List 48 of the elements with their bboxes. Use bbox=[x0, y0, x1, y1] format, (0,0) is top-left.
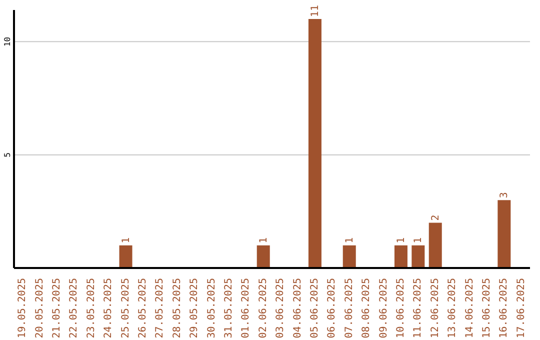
x-tick-label: 22.05.2025 bbox=[68, 278, 80, 338]
x-tick-label: 12.06.2025 bbox=[430, 278, 441, 338]
x-tick-label: 27.05.2025 bbox=[154, 278, 166, 338]
bar bbox=[412, 245, 425, 268]
x-tick-label: 03.06.2025 bbox=[275, 278, 286, 338]
x-tick-label: 01.06.2025 bbox=[240, 278, 252, 338]
x-tick-label: 28.05.2025 bbox=[172, 278, 183, 338]
x-tick-label: 02.06.2025 bbox=[258, 278, 269, 338]
x-tick-label: 14.06.2025 bbox=[464, 278, 476, 338]
x-tick-label: 05.06.2025 bbox=[310, 278, 320, 338]
x-tick-label: 10.06.2025 bbox=[396, 278, 406, 338]
x-tick-label: 07.06.2025 bbox=[344, 278, 355, 338]
x-tick-label: 06.06.2025 bbox=[326, 278, 338, 338]
x-tick-label: 21.05.2025 bbox=[52, 278, 62, 338]
bar bbox=[342, 245, 356, 268]
x-tick-label: 11.06.2025 bbox=[412, 278, 424, 338]
bar bbox=[428, 222, 442, 268]
x-tick-label: 19.05.2025 bbox=[17, 278, 28, 338]
data-label: 1 bbox=[413, 237, 424, 244]
x-tick-label: 09.06.2025 bbox=[378, 278, 390, 338]
y-tick-label: 10 bbox=[3, 36, 12, 47]
x-tick-label: 13.06.2025 bbox=[447, 278, 458, 338]
data-label: 1 bbox=[258, 237, 270, 244]
x-tick-label: 25.05.2025 bbox=[120, 278, 132, 338]
data-label: 3 bbox=[499, 192, 510, 198]
x-tick-label: 23.05.2025 bbox=[86, 278, 97, 338]
y-tick-label: 5 bbox=[3, 152, 12, 158]
x-tick-label: 08.06.2025 bbox=[361, 278, 372, 338]
bar bbox=[498, 200, 511, 268]
data-label: 1 bbox=[344, 237, 356, 244]
bar bbox=[119, 245, 132, 268]
data-label: 11 bbox=[310, 5, 321, 18]
bar bbox=[256, 245, 270, 268]
x-tick-label: 04.06.2025 bbox=[292, 278, 304, 338]
data-label: 1 bbox=[120, 237, 132, 244]
data-label: 1 bbox=[396, 237, 407, 244]
bar bbox=[308, 19, 322, 268]
x-tick-label: 15.06.2025 bbox=[482, 278, 492, 338]
x-tick-label: 30.05.2025 bbox=[206, 278, 218, 338]
x-tick-label: 29.05.2025 bbox=[189, 278, 200, 338]
bar bbox=[394, 245, 408, 268]
x-tick-label: 24.05.2025 bbox=[103, 278, 114, 338]
x-tick-label: 17.06.2025 bbox=[516, 278, 527, 338]
x-tick-label: 20.05.2025 bbox=[34, 278, 46, 338]
x-tick-label: 31.05.2025 bbox=[224, 278, 234, 338]
x-tick-label: 26.05.2025 bbox=[138, 278, 148, 338]
data-label: 2 bbox=[430, 214, 442, 221]
x-tick-label: 16.06.2025 bbox=[498, 278, 510, 338]
